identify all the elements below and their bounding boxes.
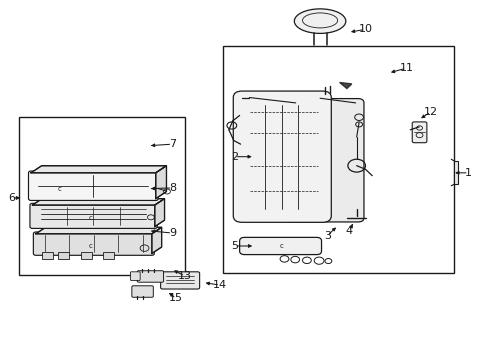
Text: 12: 12 — [423, 107, 437, 117]
FancyBboxPatch shape — [137, 271, 163, 282]
FancyBboxPatch shape — [132, 286, 153, 297]
Text: 2: 2 — [231, 152, 238, 162]
FancyBboxPatch shape — [160, 272, 199, 289]
Polygon shape — [36, 227, 161, 234]
Bar — [103, 252, 114, 259]
Text: 11: 11 — [399, 63, 412, 73]
Polygon shape — [155, 199, 164, 226]
Bar — [42, 252, 53, 259]
FancyBboxPatch shape — [33, 232, 154, 255]
FancyBboxPatch shape — [239, 237, 321, 255]
Bar — [81, 252, 92, 259]
FancyBboxPatch shape — [411, 122, 426, 143]
Text: c: c — [89, 215, 93, 221]
Text: c: c — [279, 243, 283, 249]
FancyBboxPatch shape — [28, 171, 158, 201]
Polygon shape — [31, 166, 166, 173]
FancyBboxPatch shape — [30, 203, 157, 228]
Polygon shape — [339, 82, 351, 89]
Bar — [222, 45, 453, 273]
Text: 10: 10 — [358, 24, 372, 35]
Text: 5: 5 — [231, 241, 238, 251]
Ellipse shape — [294, 9, 345, 33]
Text: 14: 14 — [213, 280, 227, 290]
Text: 6: 6 — [8, 193, 15, 203]
Bar — [453, 161, 457, 184]
FancyBboxPatch shape — [130, 272, 140, 280]
Text: c: c — [89, 243, 93, 249]
Polygon shape — [156, 166, 166, 199]
Text: 4: 4 — [345, 226, 352, 236]
FancyBboxPatch shape — [286, 99, 363, 222]
Text: 7: 7 — [168, 139, 176, 149]
Bar — [19, 117, 184, 275]
Text: c: c — [57, 186, 61, 192]
Polygon shape — [152, 227, 161, 253]
Text: 13: 13 — [178, 271, 192, 281]
Text: 8: 8 — [168, 183, 176, 193]
Text: 15: 15 — [169, 293, 183, 303]
Text: 1: 1 — [465, 168, 471, 178]
Bar — [58, 252, 69, 259]
Polygon shape — [32, 199, 164, 205]
Text: 9: 9 — [168, 228, 176, 238]
Text: 3: 3 — [323, 231, 330, 240]
FancyBboxPatch shape — [233, 91, 330, 222]
